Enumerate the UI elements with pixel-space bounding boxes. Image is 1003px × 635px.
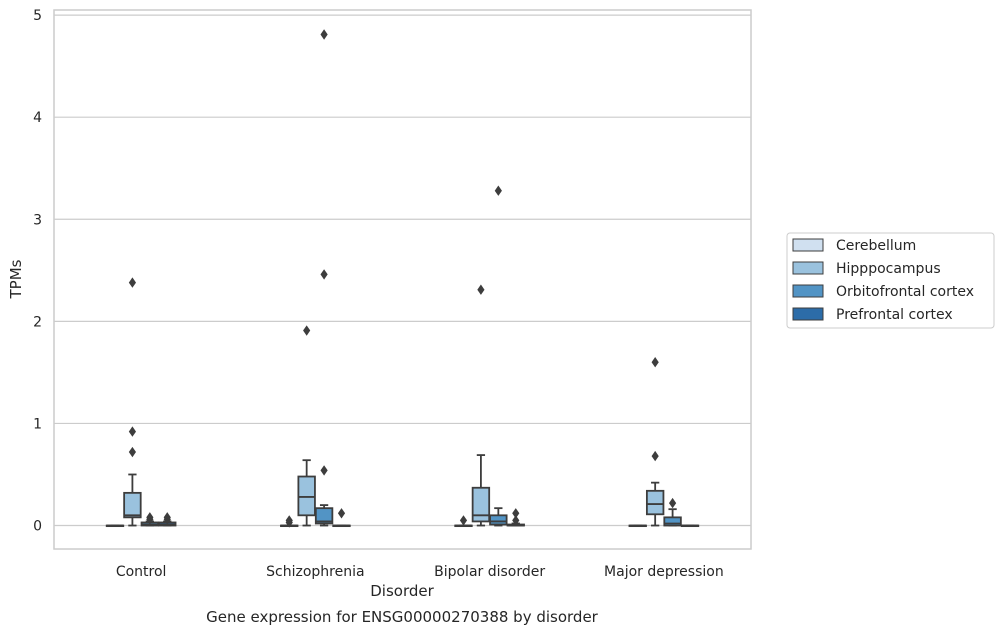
legend-item: Orbitofrontal cortex xyxy=(792,284,974,300)
iqr-box xyxy=(297,475,316,517)
box-hipppocampus-1 xyxy=(297,325,316,527)
legend-label: Prefrontal cortex xyxy=(836,307,953,323)
outlier-point xyxy=(128,277,137,288)
y-tick-label: 1 xyxy=(33,416,42,432)
outlier-point xyxy=(512,515,520,526)
iqr-box xyxy=(645,489,665,516)
outlier-point xyxy=(477,284,485,295)
plot-frame xyxy=(53,9,752,550)
y-tick-label: 5 xyxy=(33,8,42,24)
y-axis-title: TPMs xyxy=(7,259,25,299)
legend-item: Hipppocampus xyxy=(792,261,941,277)
box-orbitofrontal-cortex-1 xyxy=(314,29,334,527)
legend-swatch xyxy=(792,307,824,321)
y-tick-label: 4 xyxy=(33,110,42,126)
box-cerebellum-3 xyxy=(628,524,647,528)
x-axis-title: Disorder xyxy=(370,582,434,600)
iqr-box xyxy=(123,491,142,519)
box-hipppocampus-2 xyxy=(471,284,491,527)
box-prefrontal-cortex-0 xyxy=(158,512,177,527)
outlier-point xyxy=(320,465,328,476)
x-tick-label: Schizophrenia xyxy=(266,564,364,580)
box-prefrontal-cortex-1 xyxy=(332,508,351,528)
outlier-point xyxy=(128,446,137,458)
outlier-point xyxy=(285,515,293,526)
box-cerebellum-1 xyxy=(280,515,299,528)
iqr-box xyxy=(314,507,334,525)
outlier-point xyxy=(668,497,677,509)
outlier-point xyxy=(337,508,346,519)
x-tick-labels: Control Schizophrenia Bipolar disorder Majo… xyxy=(116,564,724,580)
x-tick-label: Bipolar disorder xyxy=(434,564,545,580)
outlier-point xyxy=(651,450,659,462)
iqr-box xyxy=(489,514,508,526)
outlier-point xyxy=(459,515,468,526)
legend: Cerebellum Hipppocampus Orbitofrontal cort… xyxy=(786,232,995,329)
y-tick-label: 0 xyxy=(33,519,42,535)
box-hipppocampus-3 xyxy=(645,356,665,527)
legend-item: Prefrontal cortex xyxy=(792,307,953,323)
legend-label: Cerebellum xyxy=(836,238,916,254)
outlier-point xyxy=(494,185,502,196)
boxes xyxy=(105,29,700,528)
box-cerebellum-0 xyxy=(105,524,125,528)
plot-background xyxy=(54,10,751,549)
y-tick-label: 3 xyxy=(33,212,42,228)
chart-caption: Gene expression for ENSG00000270388 by d… xyxy=(206,608,599,626)
outlier-point xyxy=(146,512,154,523)
legend-swatch xyxy=(792,238,824,252)
legend-label: Hipppocampus xyxy=(836,261,941,277)
outlier-point xyxy=(128,426,137,437)
outlier-point xyxy=(163,512,171,523)
x-tick-label: Control xyxy=(116,564,167,580)
outlier-point xyxy=(512,508,520,519)
y-tick-label: 2 xyxy=(33,314,42,330)
box-hipppocampus-0 xyxy=(123,277,142,527)
outlier-point xyxy=(320,29,328,40)
legend-frame xyxy=(786,232,995,329)
iqr-box xyxy=(663,516,682,527)
legend-swatch xyxy=(792,284,824,298)
legend-item: Cerebellum xyxy=(792,238,916,254)
legend-label: Orbitofrontal cortex xyxy=(836,284,974,300)
legend-swatch xyxy=(792,261,824,275)
box-orbitofrontal-cortex-2 xyxy=(489,185,508,527)
box-cerebellum-2 xyxy=(454,515,473,528)
box-orbitofrontal-cortex-3 xyxy=(663,497,682,527)
box-prefrontal-cortex-3 xyxy=(680,524,700,528)
box-prefrontal-cortex-2 xyxy=(506,508,525,527)
outlier-point xyxy=(651,356,659,368)
iqr-box xyxy=(471,486,491,523)
outlier-point xyxy=(303,325,311,336)
x-tick-label: Major depression xyxy=(604,564,724,580)
outlier-point xyxy=(320,269,328,280)
y-tick-labels: 0 1 2 3 4 5 xyxy=(33,8,42,534)
